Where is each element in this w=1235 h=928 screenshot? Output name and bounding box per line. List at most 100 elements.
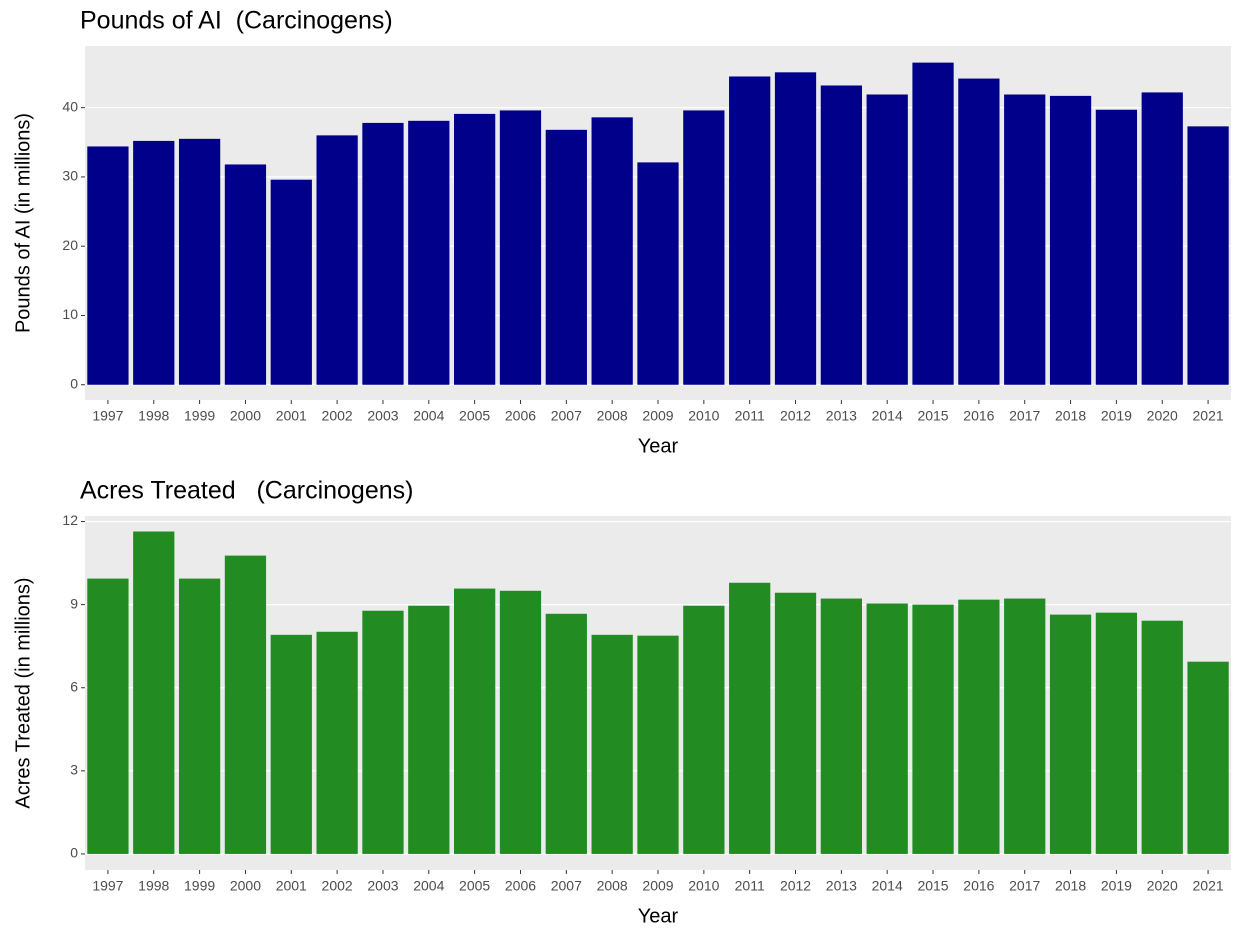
x-tick-label: 2015 xyxy=(917,408,948,424)
bar xyxy=(912,62,954,385)
bar xyxy=(912,604,954,854)
x-tick-label: 2005 xyxy=(459,408,490,424)
bar xyxy=(774,592,817,854)
y-tick-label: 0 xyxy=(70,375,78,391)
bar xyxy=(1004,94,1046,385)
y-tick-label: 6 xyxy=(70,678,78,694)
x-tick-label: 2014 xyxy=(872,878,903,894)
bar xyxy=(133,140,175,385)
y-tick-label: 0 xyxy=(70,845,78,861)
x-tick-label: 2003 xyxy=(367,408,398,424)
x-tick-label: 2012 xyxy=(780,408,811,424)
bar xyxy=(637,162,679,385)
y-tick-label: 12 xyxy=(62,512,78,528)
x-tick-label: 2011 xyxy=(735,408,765,424)
x-tick-label: 2008 xyxy=(597,408,628,424)
bar xyxy=(133,531,175,854)
bar xyxy=(637,635,679,854)
bar xyxy=(1095,109,1138,385)
bar xyxy=(178,138,221,385)
x-axis-label: Year xyxy=(638,435,679,457)
x-tick-label: 2013 xyxy=(826,408,857,424)
x-tick-label: 2001 xyxy=(276,408,307,424)
bar xyxy=(499,590,542,854)
bar xyxy=(545,613,587,854)
x-tick-label: 1997 xyxy=(92,878,123,894)
bar xyxy=(87,578,129,854)
x-tick-label: 2002 xyxy=(322,878,353,894)
bar xyxy=(866,94,908,385)
x-tick-label: 2018 xyxy=(1055,408,1086,424)
x-tick-label: 1998 xyxy=(138,408,169,424)
x-tick-label: 2019 xyxy=(1101,408,1132,424)
x-tick-label: 1998 xyxy=(138,878,169,894)
x-tick-label: 2007 xyxy=(551,408,582,424)
bar xyxy=(224,555,267,854)
bar xyxy=(729,76,771,385)
x-tick-label: 1999 xyxy=(184,408,215,424)
bar xyxy=(454,588,496,854)
x-tick-label: 2000 xyxy=(230,878,261,894)
x-tick-label: 2019 xyxy=(1101,878,1132,894)
x-tick-label: 2002 xyxy=(322,408,353,424)
bar xyxy=(499,110,542,385)
bar xyxy=(958,599,1000,854)
x-tick-label: 2006 xyxy=(505,878,536,894)
x-tick-label: 2010 xyxy=(688,408,719,424)
x-tick-label: 2021 xyxy=(1193,408,1224,424)
bar xyxy=(545,129,587,385)
bar xyxy=(1049,614,1092,854)
bar xyxy=(1004,598,1046,854)
x-tick-label: 2020 xyxy=(1147,878,1178,894)
y-tick-label: 10 xyxy=(62,306,78,322)
x-tick-label: 2009 xyxy=(642,408,673,424)
bar xyxy=(270,634,312,854)
bar xyxy=(774,72,817,385)
x-tick-label: 2011 xyxy=(735,878,765,894)
bar xyxy=(958,78,1000,385)
x-tick-label: 1999 xyxy=(184,878,215,894)
bar xyxy=(591,117,633,385)
x-tick-label: 2016 xyxy=(963,878,994,894)
x-tick-label: 2016 xyxy=(963,408,994,424)
bar xyxy=(1095,612,1138,854)
x-tick-label: 2008 xyxy=(597,878,628,894)
bar xyxy=(1187,661,1229,854)
chart-title: Pounds of AI (Carcinogens) xyxy=(80,7,393,35)
x-tick-label: 2018 xyxy=(1055,878,1086,894)
x-tick-label: 2006 xyxy=(505,408,536,424)
bar xyxy=(454,113,496,385)
bar xyxy=(866,603,908,854)
x-tick-label: 2004 xyxy=(413,878,444,894)
x-tick-label: 2009 xyxy=(642,878,673,894)
bar xyxy=(729,582,771,854)
x-tick-label: 2021 xyxy=(1193,878,1224,894)
bar xyxy=(1187,126,1229,385)
x-tick-label: 1997 xyxy=(92,408,123,424)
x-tick-label: 2014 xyxy=(872,408,903,424)
bar xyxy=(683,110,725,385)
bar xyxy=(408,120,450,385)
bar xyxy=(316,631,358,854)
x-tick-label: 2001 xyxy=(276,878,307,894)
bar xyxy=(316,135,358,385)
x-tick-label: 2004 xyxy=(413,408,444,424)
x-tick-label: 2003 xyxy=(367,878,398,894)
y-axis-label: Acres Treated (in millions) xyxy=(12,577,34,808)
bar xyxy=(224,164,267,385)
x-tick-label: 2017 xyxy=(1009,408,1040,424)
bar xyxy=(1049,95,1092,385)
x-tick-label: 2013 xyxy=(826,878,857,894)
bar xyxy=(362,610,404,854)
y-tick-label: 9 xyxy=(70,595,78,611)
x-tick-label: 2010 xyxy=(688,878,719,894)
bar xyxy=(178,578,221,854)
x-tick-label: 2005 xyxy=(459,878,490,894)
bar xyxy=(683,605,725,854)
bar xyxy=(408,605,450,854)
x-axis-label: Year xyxy=(638,905,679,927)
x-tick-label: 2015 xyxy=(917,878,948,894)
y-axis-label: Pounds of AI (in millions) xyxy=(12,113,34,333)
bar xyxy=(1141,620,1183,854)
